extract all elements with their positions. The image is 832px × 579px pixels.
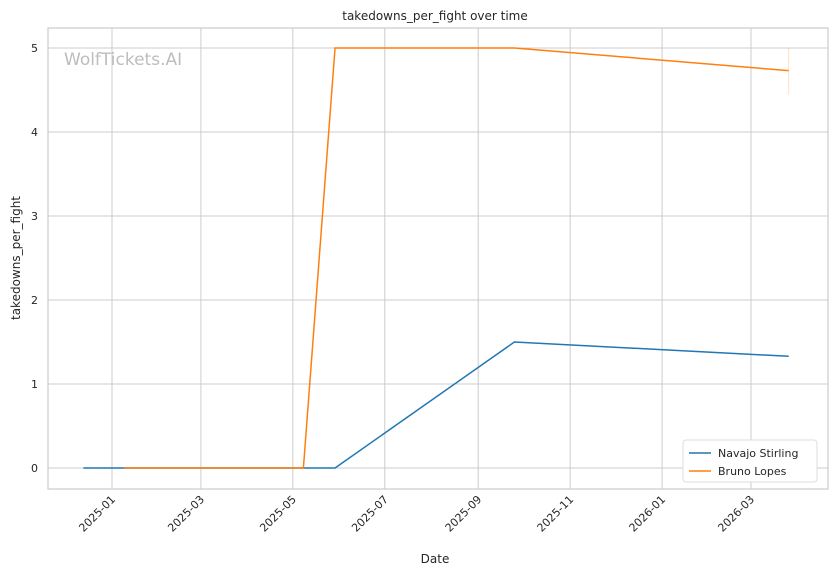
- plot-frame: [47, 27, 829, 490]
- x-tick-label: 2026-01: [627, 493, 669, 535]
- series-line-bruno-lopes: [124, 47, 789, 469]
- x-tick-label: 2026-03: [715, 493, 757, 535]
- y-tick-label: 0: [31, 462, 38, 475]
- legend: Navajo Stirling Bruno Lopes: [682, 439, 818, 483]
- x-tick-label: 2025-09: [443, 493, 485, 535]
- x-tick-label: 2025-05: [257, 493, 299, 535]
- y-axis-label: takedowns_per_fight: [9, 196, 23, 320]
- legend-label: Bruno Lopes: [718, 465, 787, 478]
- chart-title: takedowns_per_fight over time: [342, 9, 528, 23]
- y-tick-label: 3: [31, 210, 38, 223]
- y-tick-label: 1: [31, 378, 38, 391]
- y-tick-label: 2: [31, 294, 38, 307]
- x-tick-label: 2025-11: [535, 493, 577, 535]
- legend-box: [682, 439, 818, 483]
- x-axis-label: Date: [421, 552, 450, 566]
- y-tick-label: 5: [31, 42, 38, 55]
- y-tick-label: 4: [31, 126, 38, 139]
- x-tick-label: 2025-07: [349, 493, 391, 535]
- x-tick-label: 2025-03: [165, 493, 207, 535]
- watermark: WolfTickets.AI: [64, 50, 182, 70]
- legend-label: Navajo Stirling: [718, 447, 798, 460]
- x-tick-label: 2025-01: [76, 493, 118, 535]
